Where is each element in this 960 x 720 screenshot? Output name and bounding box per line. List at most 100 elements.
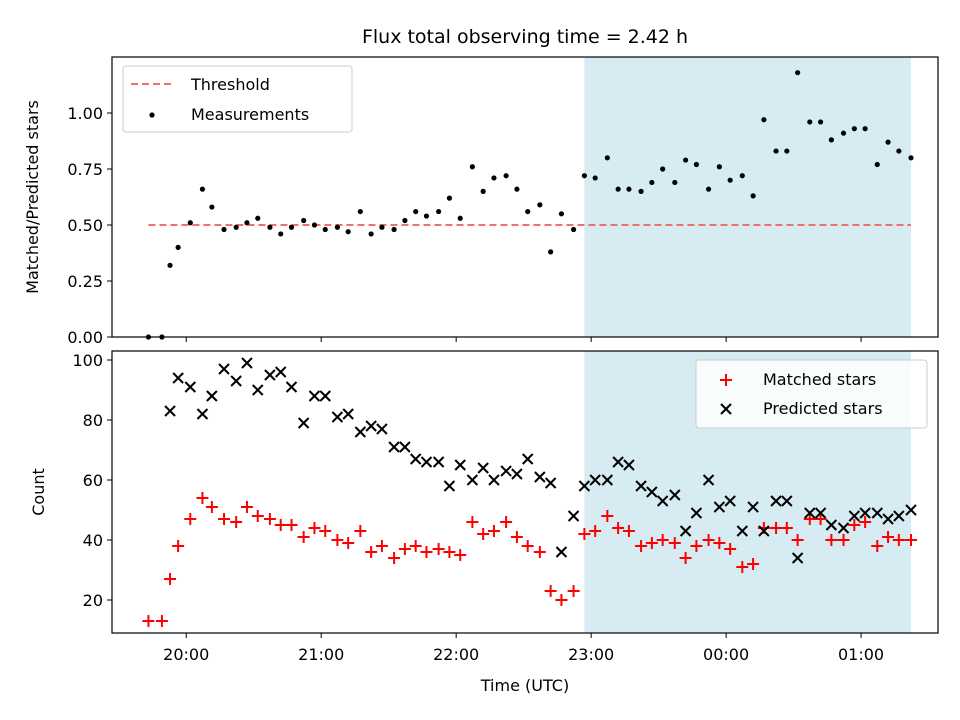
predicted-marker-stroke	[859, 507, 871, 519]
matched-star-point	[274, 519, 287, 531]
matched-star-point	[477, 528, 490, 540]
predicted-star-point	[342, 408, 354, 420]
predicted-marker-stroke	[690, 507, 703, 519]
predicted-marker-stroke	[308, 390, 321, 402]
predicted-star-point	[589, 474, 601, 486]
measurement-point	[311, 222, 318, 228]
x-tick-label: 22:00	[433, 645, 479, 664]
legend-measurements-label: Measurements	[191, 105, 309, 124]
predicted-star-point	[297, 417, 310, 429]
matched-star-point	[825, 534, 838, 546]
matched-star-point	[409, 540, 422, 552]
predicted-marker-stroke	[679, 525, 692, 537]
predicted-star-point	[206, 390, 218, 402]
matched-star-point	[859, 516, 872, 528]
predicted-star-point	[770, 495, 782, 507]
bottom-x-axis: 20:00 21:00 22:00 23:00 00:00 01:00	[163, 633, 884, 664]
predicted-marker-stroke	[230, 375, 242, 387]
matched-star-point	[230, 516, 243, 528]
x-axis-label: Time (UTC)	[480, 676, 569, 695]
measurement-point	[255, 215, 261, 221]
top-legend-frame	[122, 65, 353, 133]
measurement-point	[288, 224, 295, 230]
predicted-marker-stroke	[376, 423, 388, 435]
matched-star-point	[142, 615, 155, 627]
predicted-marker-stroke	[275, 366, 287, 378]
matched-star-point	[882, 531, 895, 543]
matched-star-point	[679, 552, 692, 564]
predicted-marker-stroke	[264, 369, 276, 381]
x-tick-label: 21:00	[298, 645, 344, 664]
predicted-star-point	[454, 459, 466, 471]
matched-star-point	[354, 525, 367, 537]
measurement-point	[345, 229, 351, 235]
predicted-star-point	[747, 501, 759, 513]
matched-star-point	[420, 546, 433, 558]
predicted-marker-stroke	[781, 495, 793, 507]
measurement-point	[795, 70, 801, 76]
predicted-marker-stroke	[218, 363, 230, 375]
predicted-marker-stroke	[365, 420, 377, 432]
measurement-point	[301, 217, 307, 224]
predicted-marker-stroke	[736, 525, 749, 537]
predicted-star-point	[758, 525, 770, 537]
matched-star-point	[713, 537, 726, 549]
top-panel: 0.00 0.25 0.50 0.75 1.00 Matched/Predicted s…	[23, 56, 939, 347]
matched-star-point	[454, 549, 467, 561]
predicted-marker-stroke	[635, 480, 647, 492]
predicted-marker-stroke	[871, 507, 883, 519]
predicted-star-point	[308, 390, 321, 402]
matched-star-point	[398, 543, 411, 555]
predicted-star-point	[488, 474, 500, 486]
chart-title: Flux total observing time = 2.42 h	[362, 26, 688, 48]
matched-star-point	[240, 501, 253, 513]
predicted-star-point	[656, 495, 669, 507]
predicted-marker-stroke	[164, 405, 176, 417]
matched-star-point	[297, 531, 310, 543]
predicted-star-point	[275, 366, 287, 378]
matched-star-point	[848, 519, 861, 531]
predicted-star-point	[702, 474, 715, 486]
measurement-point	[885, 139, 891, 145]
predicted-marker-stroke	[399, 441, 411, 453]
x-tick-label: 20:00	[163, 645, 209, 664]
matched-star-point	[702, 534, 715, 546]
top-x-ticks	[185, 337, 862, 342]
predicted-marker-stroke	[354, 426, 367, 438]
measurement-point	[423, 213, 430, 219]
matched-star-point	[780, 522, 793, 534]
predicted-marker-stroke	[331, 411, 344, 423]
matched-star-point	[365, 546, 378, 558]
measurement-point	[278, 231, 284, 237]
predicted-star-point	[814, 507, 827, 519]
measurement-point	[615, 186, 621, 192]
matched-star-point	[601, 510, 614, 522]
matched-star-point	[443, 546, 456, 558]
predicted-marker-stroke	[578, 480, 591, 492]
matched-star-point	[285, 519, 298, 531]
y-tick-label: 20	[83, 591, 103, 610]
x-tick-label: 01:00	[838, 645, 884, 664]
matched-star-point	[736, 561, 749, 573]
matched-star-point	[205, 501, 218, 513]
predicted-star-point	[319, 390, 331, 402]
predicted-star-point	[736, 525, 749, 537]
predicted-marker-stroke	[319, 390, 331, 402]
predicted-marker-stroke	[420, 456, 433, 468]
measurement-point	[503, 173, 509, 179]
matched-star-point	[466, 516, 479, 528]
legend-predicted-label: Predicted stars	[763, 399, 883, 418]
y-tick-label: 60	[83, 471, 103, 490]
legend-predicted-swatch	[720, 403, 732, 415]
predicted-star-point	[521, 453, 534, 465]
predicted-marker-stroke	[454, 459, 466, 471]
measurement-point	[446, 195, 453, 201]
predicted-star-point	[859, 507, 871, 519]
matched-star-point	[690, 540, 703, 552]
predicted-star-point	[466, 474, 479, 486]
measurement-point	[626, 186, 632, 192]
measurement-point	[537, 202, 543, 208]
measurement-point	[491, 175, 497, 181]
measurement-point	[244, 220, 250, 226]
